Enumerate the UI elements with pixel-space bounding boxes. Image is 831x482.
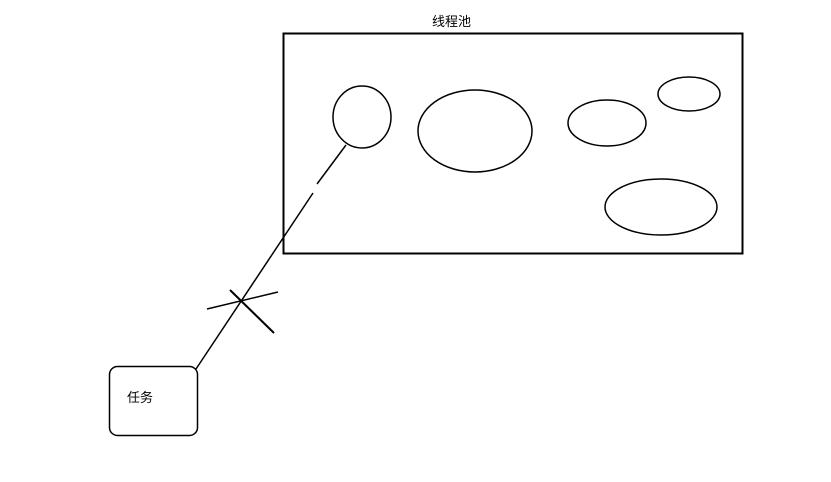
task-label: 任务 [127,390,153,406]
thread-ellipse [657,76,721,112]
thread-ellipse [417,89,533,173]
pool-title: 线程池 [432,15,471,30]
blocked-cross-mark [206,289,279,334]
connection-line-upper [316,144,347,185]
task-box [108,365,199,437]
thread-ellipse [604,178,718,236]
connection-line-lower [195,192,314,370]
thread-pool-box [282,32,744,255]
thread-ellipse [567,99,647,147]
thread-ellipse [332,85,392,149]
